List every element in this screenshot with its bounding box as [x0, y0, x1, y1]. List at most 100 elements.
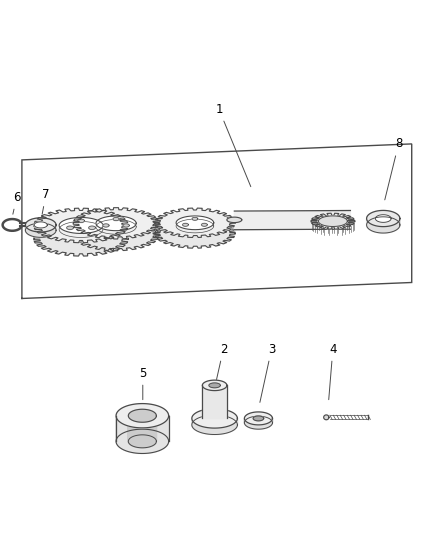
- Polygon shape: [155, 225, 160, 236]
- Polygon shape: [131, 420, 132, 446]
- Polygon shape: [95, 237, 96, 249]
- Polygon shape: [48, 238, 49, 252]
- Polygon shape: [104, 238, 107, 253]
- Polygon shape: [203, 235, 204, 246]
- Polygon shape: [111, 237, 112, 248]
- Polygon shape: [89, 236, 90, 247]
- Polygon shape: [44, 232, 45, 237]
- Polygon shape: [140, 428, 142, 454]
- Polygon shape: [34, 227, 40, 240]
- Polygon shape: [37, 231, 42, 245]
- Polygon shape: [251, 424, 252, 429]
- Polygon shape: [103, 236, 104, 248]
- Polygon shape: [95, 235, 97, 249]
- Polygon shape: [137, 422, 138, 447]
- Polygon shape: [88, 240, 89, 254]
- Polygon shape: [195, 423, 196, 430]
- Polygon shape: [266, 424, 267, 428]
- Polygon shape: [141, 233, 142, 245]
- Polygon shape: [194, 423, 195, 430]
- Polygon shape: [138, 428, 140, 454]
- Polygon shape: [81, 231, 85, 244]
- Polygon shape: [201, 236, 202, 246]
- Polygon shape: [374, 225, 375, 232]
- Polygon shape: [132, 420, 133, 446]
- Polygon shape: [210, 236, 211, 247]
- Polygon shape: [185, 235, 186, 246]
- Polygon shape: [124, 424, 125, 450]
- Polygon shape: [41, 235, 42, 248]
- Polygon shape: [120, 237, 121, 248]
- Polygon shape: [37, 232, 38, 237]
- Polygon shape: [43, 232, 44, 237]
- Polygon shape: [132, 427, 134, 453]
- Polygon shape: [142, 428, 144, 454]
- Polygon shape: [213, 428, 214, 434]
- Polygon shape: [147, 231, 151, 244]
- Text: 8: 8: [385, 138, 402, 200]
- Polygon shape: [51, 230, 52, 236]
- Polygon shape: [202, 235, 203, 246]
- Polygon shape: [161, 424, 162, 450]
- Polygon shape: [30, 230, 31, 236]
- Polygon shape: [178, 235, 180, 247]
- Polygon shape: [128, 409, 156, 422]
- Polygon shape: [50, 230, 51, 236]
- Polygon shape: [162, 423, 163, 449]
- Polygon shape: [199, 237, 200, 248]
- Polygon shape: [148, 233, 149, 245]
- Polygon shape: [49, 235, 50, 248]
- Polygon shape: [91, 240, 92, 253]
- Polygon shape: [138, 422, 139, 448]
- Polygon shape: [145, 427, 147, 454]
- Polygon shape: [179, 236, 180, 247]
- Polygon shape: [49, 238, 50, 252]
- Polygon shape: [217, 428, 219, 434]
- Polygon shape: [227, 228, 231, 240]
- Polygon shape: [80, 240, 81, 254]
- Polygon shape: [88, 232, 89, 245]
- Polygon shape: [192, 236, 194, 248]
- Polygon shape: [99, 239, 102, 254]
- Polygon shape: [104, 236, 105, 250]
- Polygon shape: [105, 238, 106, 251]
- Polygon shape: [29, 230, 30, 235]
- Polygon shape: [96, 216, 136, 231]
- Polygon shape: [46, 231, 47, 237]
- Polygon shape: [195, 236, 196, 246]
- Polygon shape: [117, 419, 118, 446]
- Polygon shape: [96, 241, 97, 255]
- Polygon shape: [96, 239, 97, 253]
- Polygon shape: [164, 422, 165, 448]
- Polygon shape: [82, 240, 84, 256]
- Polygon shape: [192, 217, 198, 220]
- Text: 7: 7: [42, 188, 50, 214]
- Polygon shape: [121, 423, 122, 449]
- Polygon shape: [58, 240, 59, 254]
- Polygon shape: [90, 236, 91, 248]
- Polygon shape: [155, 426, 156, 452]
- Polygon shape: [156, 227, 162, 238]
- Polygon shape: [52, 230, 53, 235]
- Polygon shape: [122, 423, 123, 449]
- Polygon shape: [49, 230, 50, 236]
- Polygon shape: [172, 235, 173, 246]
- Polygon shape: [381, 227, 382, 233]
- Polygon shape: [120, 230, 127, 243]
- Polygon shape: [90, 233, 91, 245]
- Polygon shape: [50, 236, 51, 249]
- Polygon shape: [176, 216, 214, 230]
- Polygon shape: [153, 225, 158, 238]
- Polygon shape: [165, 233, 166, 244]
- Polygon shape: [377, 226, 378, 232]
- Polygon shape: [148, 422, 149, 447]
- Polygon shape: [228, 426, 229, 433]
- Polygon shape: [396, 223, 397, 230]
- Polygon shape: [232, 424, 233, 431]
- Polygon shape: [212, 234, 216, 246]
- Polygon shape: [166, 420, 167, 447]
- Polygon shape: [368, 222, 369, 229]
- Polygon shape: [146, 422, 147, 448]
- Polygon shape: [170, 232, 171, 243]
- Polygon shape: [117, 239, 118, 251]
